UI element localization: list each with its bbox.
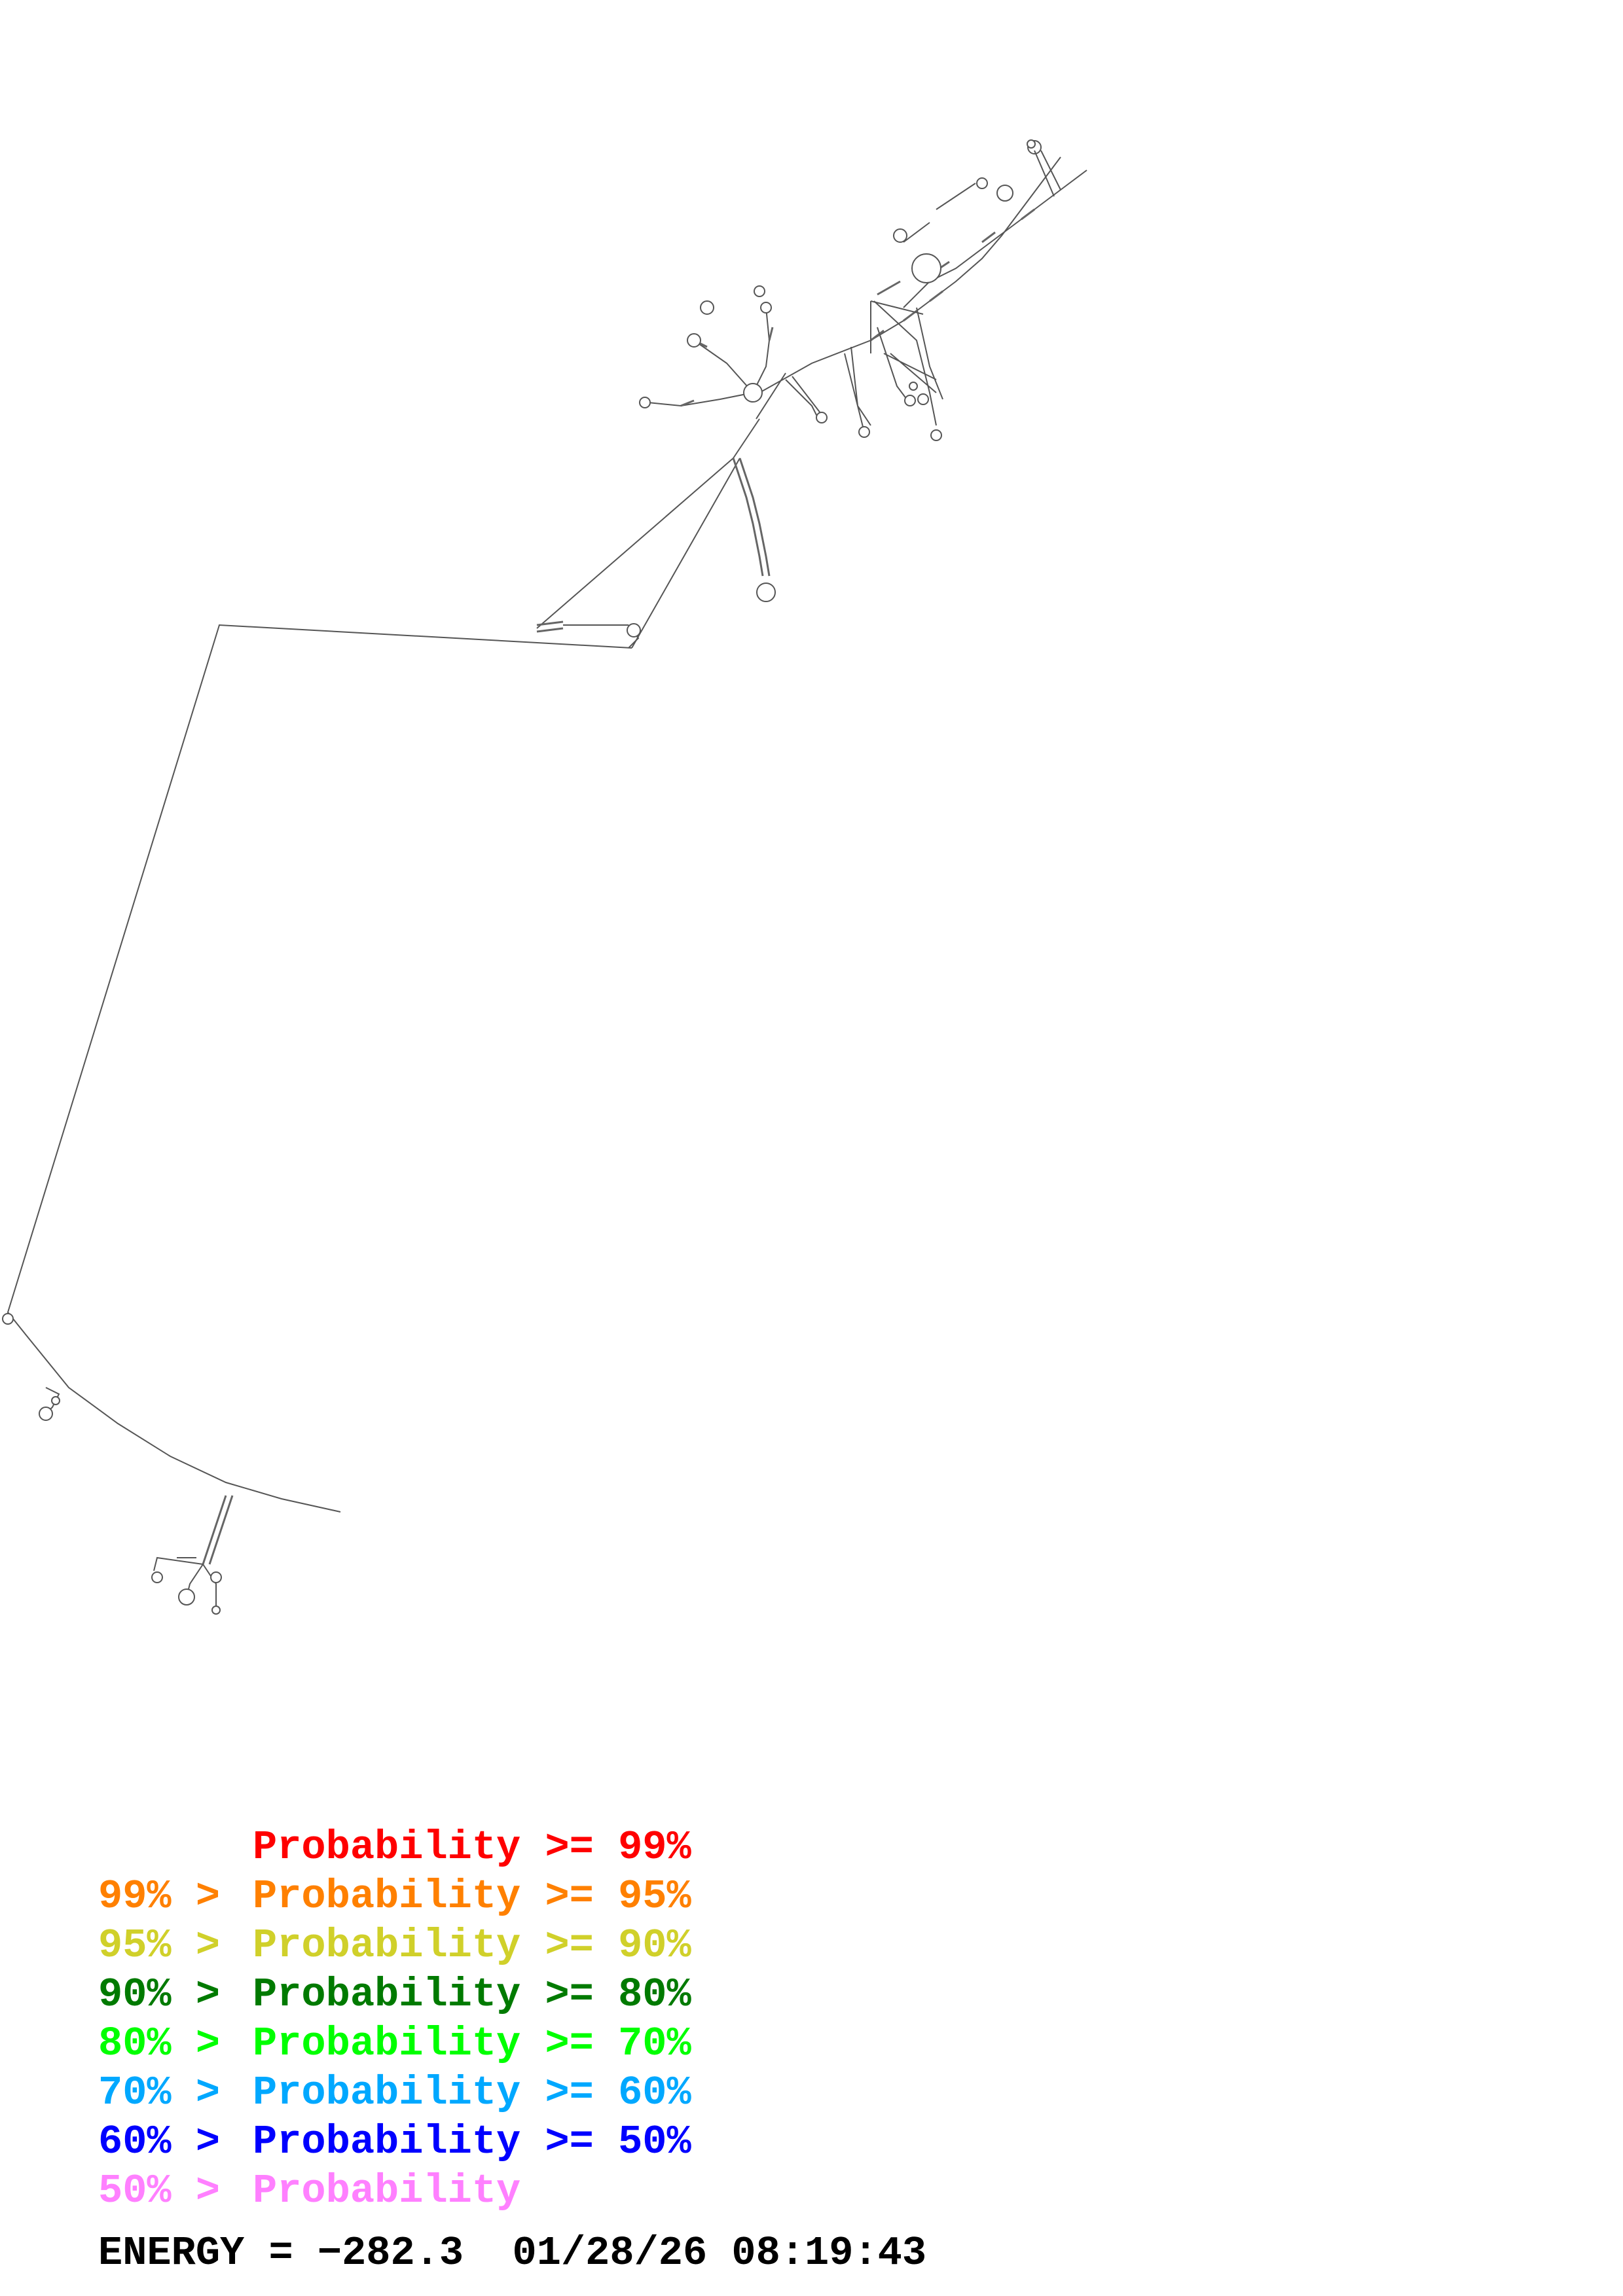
legend-label: Probability >= 60%	[253, 2070, 691, 2116]
legend-prefix: 99% >	[98, 1873, 221, 1920]
rna-secondary-structure-diagram	[2, 139, 1087, 1615]
backbone-linker-upper	[536, 372, 786, 649]
hairpin-module-bottom	[151, 1495, 234, 1615]
legend-entry: 80% > Probability >= 70%	[98, 2019, 691, 2068]
energy-label: ENERGY =	[98, 2230, 293, 2276]
legend-prefix: 95% >	[98, 1922, 221, 1969]
legend-label: Probability >= 99%	[253, 1824, 691, 1871]
legend-prefix: 70% >	[98, 2070, 221, 2116]
legend-label: Probability	[253, 2168, 521, 2214]
legend-entry: 50% > Probability	[98, 2166, 691, 2215]
legend-entry: 60% > Probability >= 50%	[98, 2117, 691, 2166]
legend-prefix: 60% >	[98, 2119, 221, 2165]
legend-entry: 90% > Probability >= 80%	[98, 1970, 691, 2019]
legend-prefix: 50% >	[98, 2168, 221, 2214]
hairpin-module-lower-left	[2, 1313, 60, 1421]
legend-label: Probability >= 90%	[253, 1922, 691, 1969]
legend-entry: 95% > Probability >= 90%	[98, 1921, 691, 1970]
legend-label: Probability >= 80%	[253, 1971, 691, 2018]
legend-prefix: 80% >	[98, 2020, 221, 2067]
energy-value: −282.3	[317, 2230, 464, 2276]
legend-label: Probability >= 50%	[253, 2119, 691, 2165]
legend-label: Probability >= 70%	[253, 2020, 691, 2067]
energy-footer: ENERGY = −282.3 01/28/26 08:19:43	[98, 2229, 926, 2278]
legend-entry: 70% > Probability >= 60%	[98, 2068, 691, 2117]
date: 01/28/26	[512, 2230, 708, 2276]
legend-entry: Probability >= 99%	[98, 1823, 691, 1872]
multibranch-cluster-center	[639, 156, 1061, 441]
time: 08:19:43	[731, 2230, 927, 2276]
hairpin-arm-upper-right	[877, 139, 1087, 308]
hairpin-stem-lower	[732, 457, 776, 602]
probability-legend: Probability >= 99% 99% > Probability >= 95…	[98, 1823, 691, 2215]
backbone-linker	[7, 624, 632, 1513]
legend-label: Probability >= 95%	[253, 1873, 691, 1920]
legend-entry: 99% > Probability >= 95%	[98, 1872, 691, 1921]
hairpin-module-left	[536, 620, 641, 649]
legend-prefix: 90% >	[98, 1971, 221, 2018]
